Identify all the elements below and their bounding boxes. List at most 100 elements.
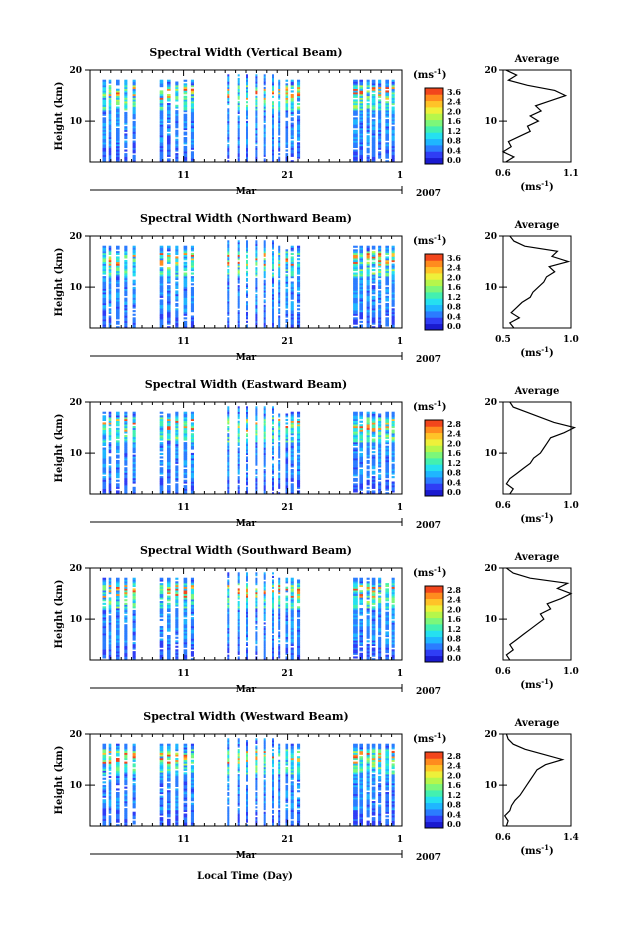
heatmap-cell [102,126,107,129]
heatmap-cell [297,322,301,325]
heatmap-cell [263,654,266,657]
heatmap-cell [278,479,281,482]
heatmap-cell [227,649,230,652]
heatmap-cell [385,418,389,421]
heatmap-cell [391,274,395,277]
heatmap-cell [246,286,248,289]
heatmap-cell [124,581,128,584]
heatmap-cell [116,317,120,320]
heatmap-cell [227,654,230,657]
heatmap-cell [227,160,230,163]
heatmap-cell [124,117,128,120]
heatmap-cell [159,79,164,82]
heatmap-cell [102,451,107,454]
heatmap-cell [378,269,382,272]
heatmap-cell [391,131,395,134]
heatmap-cell [371,615,376,618]
heatmap-cell [272,469,274,472]
heatmap-cell [190,486,194,489]
heatmap-cell [285,649,289,652]
heatmap-cell [124,438,128,441]
heatmap-cell [190,138,194,141]
heatmap-cell [285,588,289,591]
heatmap-cell [290,124,294,127]
heatmap-cell [371,90,376,93]
heatmap-cell [297,606,301,609]
heatmap-cell [183,469,188,472]
heatmap-cell [132,606,136,609]
heatmap-cell [385,324,389,327]
heatmap-cell [246,577,248,580]
heatmap-cell [385,463,389,466]
heatmap-cell [353,290,358,293]
heatmap-cell [391,445,395,448]
heatmap-cell [272,426,274,429]
heatmap-cell [124,274,128,277]
heatmap-cell [263,643,266,646]
heatmap-cell [175,249,179,252]
heatmap [102,572,395,661]
heatmap-cell [371,269,376,272]
heatmap-cell [278,303,281,306]
heatmap-cell [378,447,382,450]
heatmap-cell [391,651,395,654]
heatmap-cell [237,263,240,266]
heatmap-cell [227,260,230,263]
heatmap-cell [102,435,107,438]
heatmap-cell [116,313,120,316]
heatmap-cell [132,622,136,625]
heatmap-cell [297,615,301,618]
heatmap-cell [378,322,382,325]
heatmap-cell [159,426,164,429]
heatmap-cell [359,256,363,259]
heatmap-cell [378,451,382,454]
heatmap-cell [353,326,358,329]
heatmap-cell [167,140,171,143]
heatmap-cell [132,479,136,482]
heatmap-cell [167,277,171,280]
heatmap-cell [227,592,230,595]
heatmap-cell [102,249,107,252]
heatmap-cell [285,443,289,446]
heatmap-cell [285,581,289,584]
heatmap-cell [297,261,301,264]
heatmap-cell [290,581,294,584]
heatmap-cell [391,642,395,645]
heatmap-cell [297,120,301,123]
heatmap-cell [255,315,258,318]
heatmap-cell [102,479,107,482]
heatmap-cell [190,267,194,270]
heatmap-cell [175,470,179,473]
heatmap-cell [183,620,188,623]
heatmap-cell [246,81,248,84]
heatmap-cell [272,151,274,154]
heatmap-cell [391,308,395,311]
heatmap-cell [132,588,136,591]
heatmap-cell [108,308,112,311]
heatmap-cell [167,629,171,632]
heatmap-cell [255,297,258,300]
heatmap-cell [263,581,266,584]
heatmap-cell [278,604,281,607]
heatmap-cell [391,440,395,443]
heatmap-cell [272,243,274,246]
heatmap-cell [227,308,230,311]
heatmap-cell [102,440,107,443]
heatmap-cell [190,435,194,438]
heatmap-cell [175,467,179,470]
heatmap-cell [183,120,188,123]
heatmap-cell [237,601,240,604]
heatmap-cell [183,463,188,466]
heatmap-cell [159,604,164,607]
heatmap-cell [227,597,230,600]
heatmap-cell [278,583,281,586]
heatmap-cell [108,124,112,127]
heatmap-cell [353,99,358,102]
heatmap-cell [359,654,363,657]
heatmap-cell [359,263,363,266]
heatmap-cell [102,288,107,291]
heatmap-cell [263,572,266,575]
heatmap-cell [391,149,395,152]
heatmap-cell [290,420,294,423]
heatmap-cell [159,631,164,634]
